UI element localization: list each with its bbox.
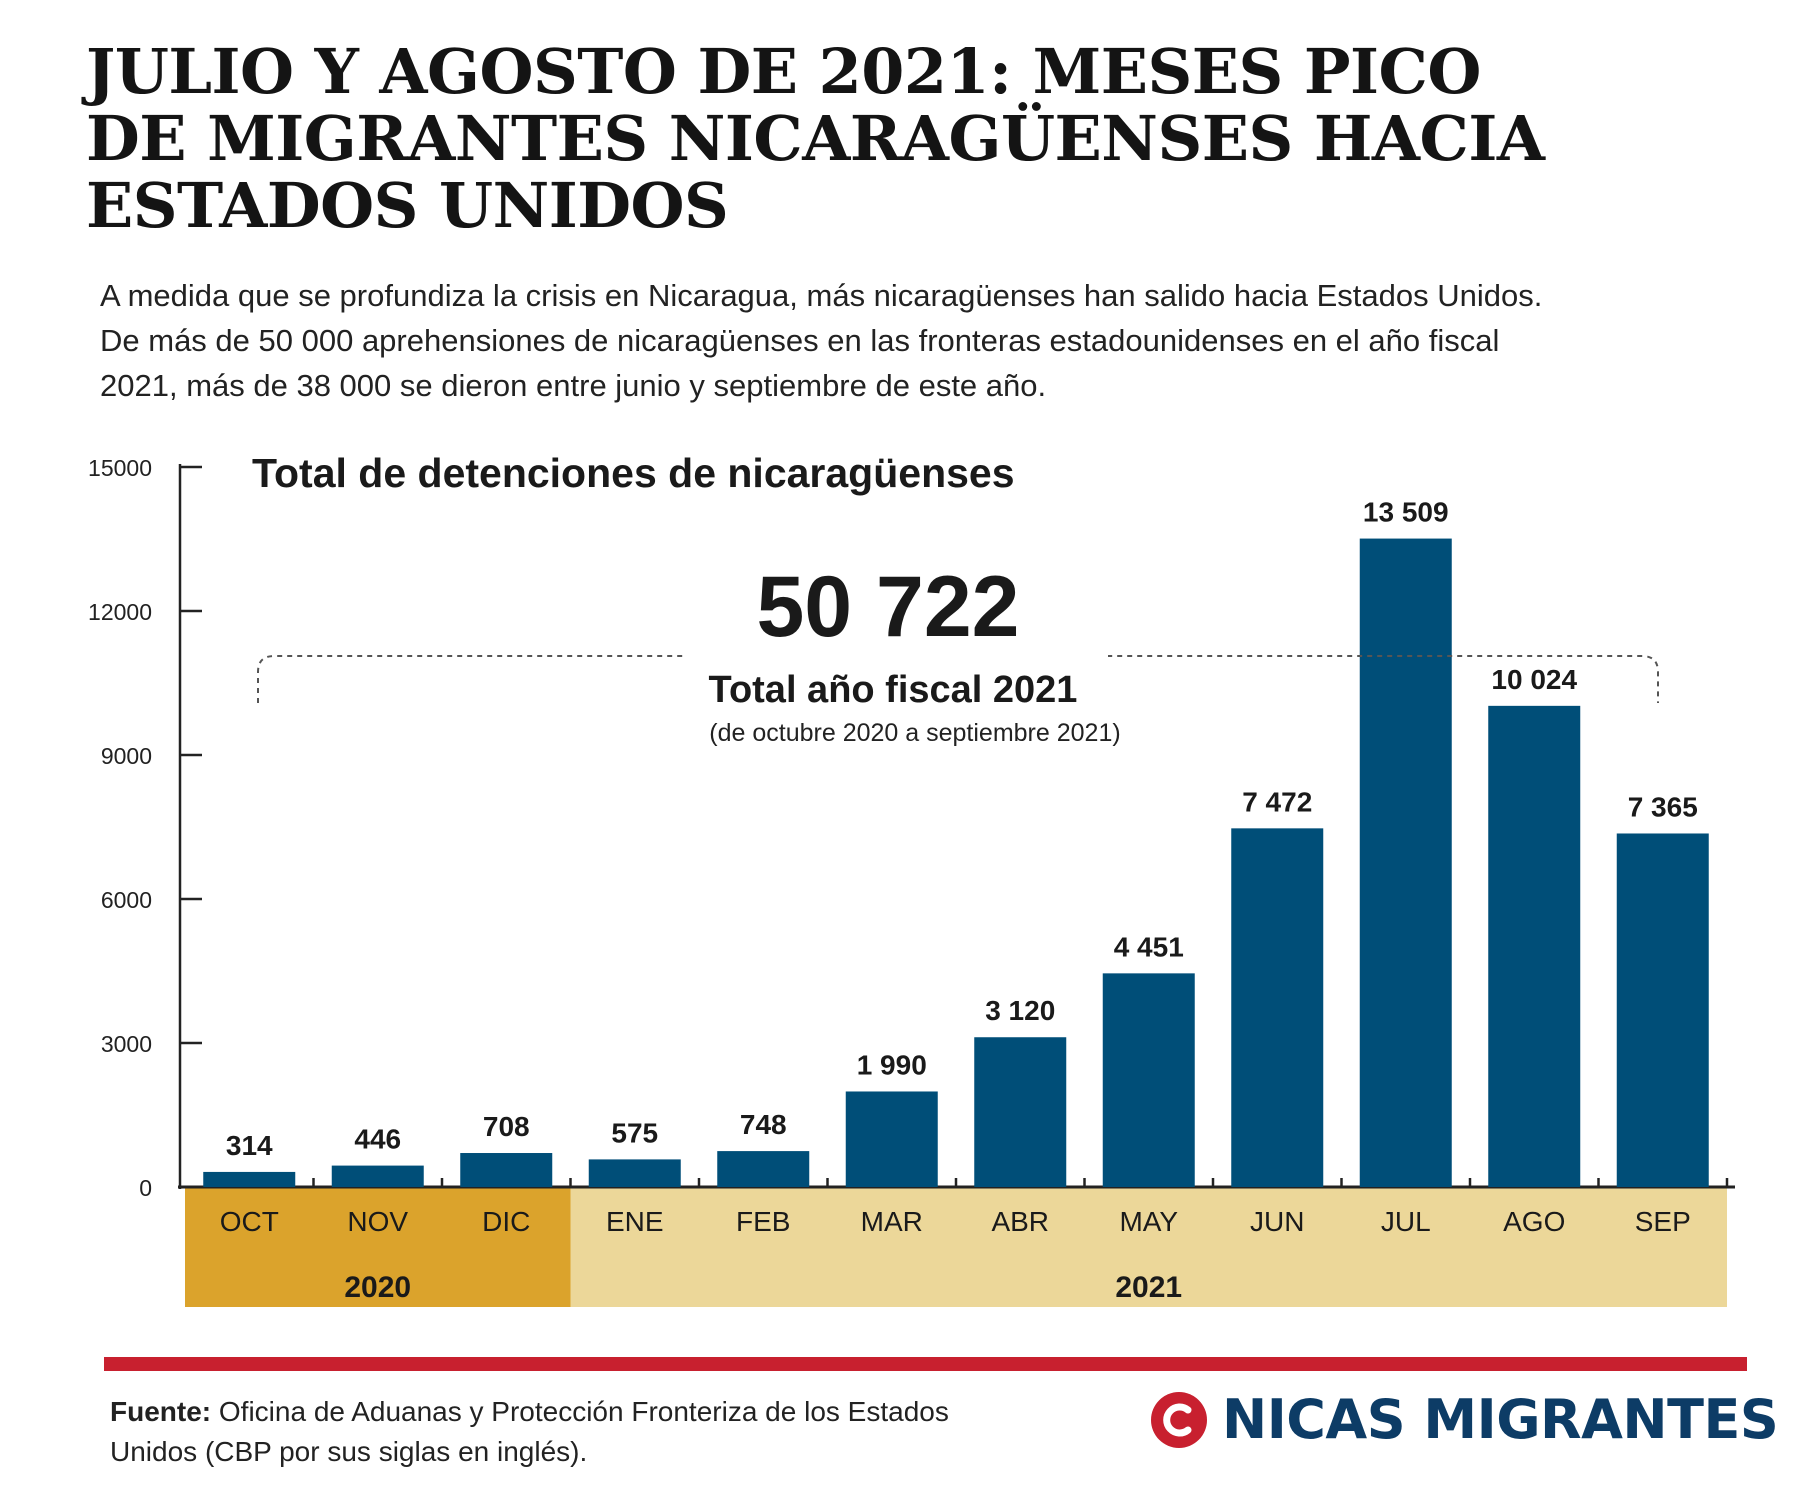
y-tick-label: 15000	[88, 455, 152, 481]
bar-ene	[588, 1159, 681, 1187]
x-tick-label: JUN	[1250, 1206, 1304, 1237]
bar-nov	[331, 1165, 424, 1187]
source-text: Oficina de Aduanas y Protección Fronteri…	[110, 1396, 949, 1467]
bar-jun	[1231, 828, 1324, 1187]
x-tick-label: FEB	[736, 1206, 790, 1237]
headline: JULIO Y AGOSTO DE 2021: MESES PICO DE MI…	[86, 38, 1736, 239]
year-band-2021	[570, 1187, 1727, 1307]
fiscal-total-sublabel: (de octubre 2020 a septiembre 2021)	[709, 719, 1120, 747]
bar-dic	[460, 1153, 553, 1187]
source-note: Fuente: Oficina de Aduanas y Protección …	[110, 1392, 1010, 1472]
headline-line: ESTADOS UNIDOS	[86, 169, 729, 242]
x-tick-label: JUL	[1381, 1206, 1431, 1237]
y-tick-label: 12000	[88, 599, 152, 625]
y-tick-label: 9000	[101, 743, 152, 769]
bar-abr	[974, 1037, 1067, 1187]
x-tick-label: NOV	[347, 1206, 408, 1237]
bar-value-label: 3 120	[985, 995, 1055, 1026]
x-tick-label: MAY	[1119, 1206, 1178, 1237]
bar-chart: Total de detenciones de nicaragüenses 20…	[88, 450, 1735, 1307]
lede-line: 2021, más de 38 000 se dieron entre juni…	[100, 368, 1047, 403]
bar-ago	[1488, 705, 1581, 1187]
bar-oct	[203, 1171, 296, 1187]
lede-line: De más de 50 000 aprehensiones de nicara…	[100, 323, 1500, 358]
brand-c-icon	[1151, 1391, 1207, 1448]
bar-feb	[717, 1151, 810, 1187]
bar-value-label: 575	[611, 1117, 658, 1148]
x-tick-label: AGO	[1503, 1206, 1565, 1237]
lede-paragraph: A medida que se profundiza la crisis en …	[100, 273, 1740, 408]
bar-value-label: 708	[483, 1111, 530, 1142]
source-label: Fuente:	[110, 1396, 212, 1427]
x-tick-label: ENE	[606, 1206, 664, 1237]
bar-mar	[845, 1091, 938, 1187]
fiscal-total-value: 50 722	[756, 559, 1019, 655]
brand-logo: NICAS MIGRANTES	[1150, 1388, 1779, 1451]
bar-sep	[1616, 833, 1709, 1187]
year-label: 2020	[344, 1271, 411, 1304]
year-band-2020	[185, 1187, 571, 1307]
bracket-gap	[686, 648, 1108, 678]
headline-line: JULIO Y AGOSTO DE 2021: MESES PICO	[86, 35, 1481, 108]
bar-value-label: 748	[740, 1109, 787, 1140]
bar-value-label: 7 472	[1242, 786, 1312, 817]
y-tick-label: 3000	[101, 1031, 152, 1057]
bar-jul	[1359, 538, 1452, 1187]
x-tick-label: DIC	[482, 1206, 530, 1237]
bar-may	[1102, 973, 1195, 1187]
footer-divider	[104, 1357, 1747, 1371]
bar-value-label: 10 024	[1491, 664, 1577, 695]
chart-title: Total de detenciones de nicaragüenses	[252, 450, 1015, 496]
year-label: 2021	[1115, 1271, 1182, 1304]
y-tick-label: 0	[139, 1175, 152, 1201]
lede-line: A medida que se profundiza la crisis en …	[100, 278, 1543, 313]
bar-value-label: 1 990	[857, 1049, 927, 1080]
y-tick-label: 6000	[101, 887, 152, 913]
headline-line: DE MIGRANTES NICARAGÜENSES HACIA	[86, 102, 1545, 175]
bar-value-label: 446	[354, 1124, 401, 1155]
bar-value-label: 7 365	[1628, 791, 1698, 822]
x-tick-label: MAR	[861, 1206, 923, 1237]
bar-value-label: 4 451	[1114, 931, 1184, 962]
x-tick-label: OCT	[220, 1206, 279, 1237]
x-tick-label: SEP	[1635, 1206, 1691, 1237]
x-tick-label: ABR	[991, 1206, 1049, 1237]
bar-value-label: 314	[226, 1130, 273, 1161]
brand-name: NICAS MIGRANTES	[1222, 1388, 1779, 1451]
bar-value-label: 13 509	[1363, 497, 1449, 528]
fiscal-total-label: Total año fiscal 2021	[709, 669, 1078, 711]
